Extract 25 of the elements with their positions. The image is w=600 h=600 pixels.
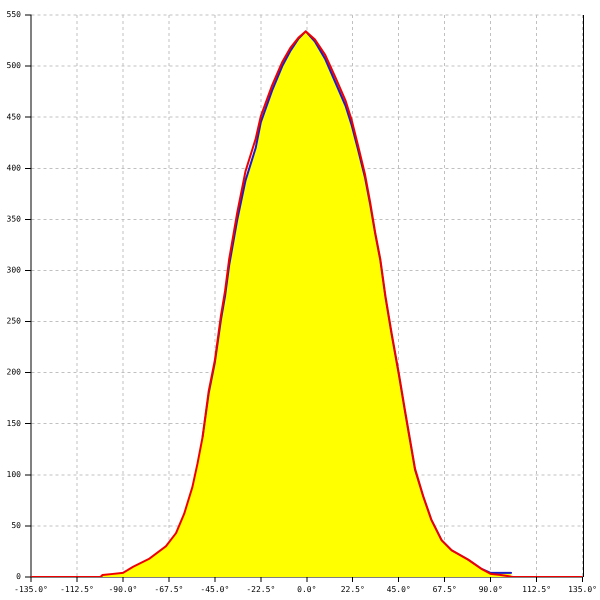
x-tick-label: -45.0° <box>200 584 230 594</box>
y-tick-label: 200 <box>6 368 22 377</box>
y-tick-label: 50 <box>11 520 22 530</box>
y-tick-label: 350 <box>6 214 22 224</box>
x-tick-label: 0.0° <box>297 584 316 594</box>
y-tick-label: 450 <box>6 112 22 122</box>
y-tick-label: 150 <box>6 418 22 428</box>
x-tick-label: 90.0° <box>478 584 503 594</box>
x-tick-label: -67.5° <box>154 584 184 594</box>
y-tick-label: 0 <box>16 572 22 582</box>
x-tick-label: 45.0° <box>386 584 411 594</box>
x-tick-label: 112.5° <box>522 584 552 594</box>
x-tick-label: 67.5° <box>432 584 457 594</box>
x-tick-label: -135.0° <box>14 584 48 594</box>
y-tick-label: 100 <box>6 470 22 479</box>
x-tick-label: -22.5° <box>246 584 276 594</box>
y-tick-label: 250 <box>6 316 22 326</box>
y-tick-label: 400 <box>6 163 22 172</box>
x-tick-label: -90.0° <box>108 584 138 594</box>
x-tick-label: 135.0° <box>568 584 598 594</box>
y-tick-label: 500 <box>6 61 22 70</box>
x-tick-label: 22.5° <box>340 584 365 594</box>
y-tick-label: 550 <box>6 10 22 20</box>
y-tick-label: 300 <box>6 266 22 275</box>
x-tick-label: -112.5° <box>60 584 94 594</box>
